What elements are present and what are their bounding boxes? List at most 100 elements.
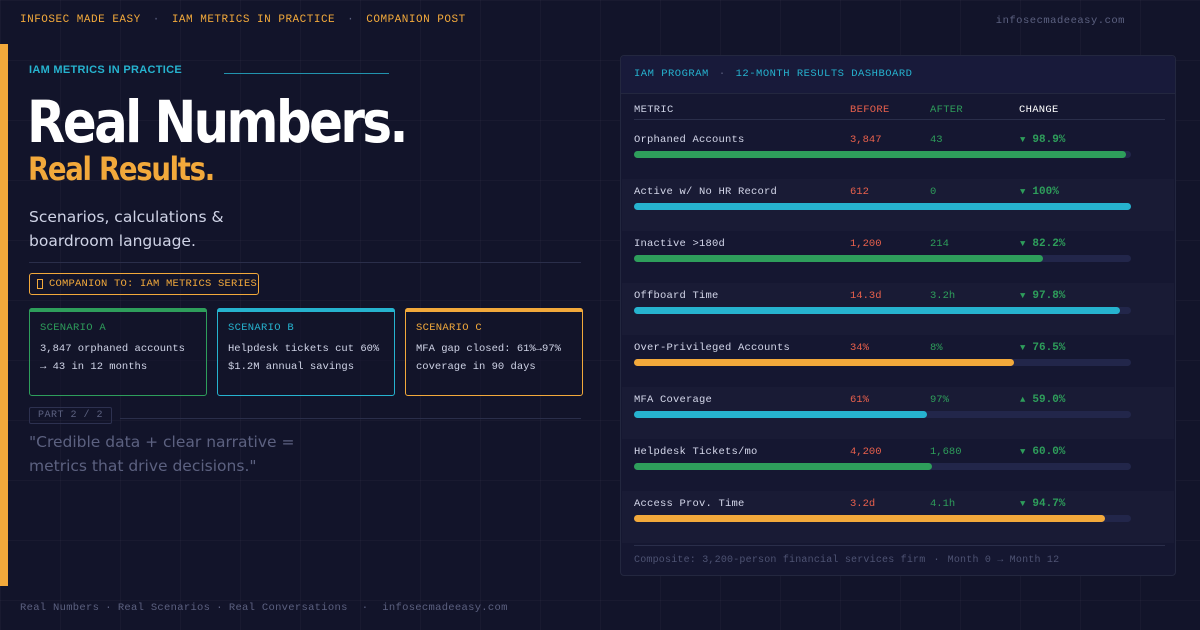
- footer-site-link[interactable]: infosecmadeeasy.com: [382, 602, 508, 614]
- scenario-card-b: SCENARIO B Helpdesk tickets cut 60% $1.2…: [217, 308, 395, 396]
- scenario-label: SCENARIO B: [228, 322, 295, 334]
- dashboard-title-main: IAM PROGRAM: [634, 68, 709, 80]
- metric-name: Access Prov. Time: [634, 498, 745, 510]
- metric-before: 1,200: [850, 238, 882, 250]
- subtitle-line: Scenarios, calculations &: [29, 208, 224, 226]
- metric-after: 8%: [930, 342, 943, 354]
- metric-after: 4.1h: [930, 498, 956, 510]
- card-accent: [29, 308, 207, 312]
- metric-row: Access Prov. Time 3.2d 4.1h ▼ 94.7%: [622, 491, 1174, 543]
- breadcrumb: INFOSEC MADE EASY · IAM METRICS IN PRACTIC…: [20, 14, 466, 26]
- companion-label: COMPANION TO: IAM METRICS SERIES: [49, 278, 258, 290]
- progress-fill: [634, 203, 1131, 210]
- breadcrumb-item: INFOSEC MADE EASY: [20, 14, 141, 26]
- companion-badge[interactable]: COMPANION TO: IAM METRICS SERIES: [29, 273, 259, 295]
- dashboard-title-sub: 12-MONTH RESULTS DASHBOARD: [735, 68, 913, 80]
- breadcrumb-separator: ·: [347, 14, 355, 26]
- metric-after: 0: [930, 186, 937, 198]
- metric-after: 1,680: [930, 446, 962, 458]
- column-header-after: AFTER: [930, 104, 964, 116]
- progress-track: [634, 515, 1131, 522]
- top-bar: INFOSEC MADE EASY · IAM METRICS IN PRACTIC…: [0, 0, 1200, 44]
- card-accent: [405, 308, 583, 312]
- eyebrow-label: IAM METRICS IN PRACTICE: [29, 64, 182, 76]
- metric-row: Active w/ No HR Record 612 0 ▼ 100%: [622, 179, 1174, 231]
- subtitle-line: boardroom language.: [29, 232, 196, 250]
- arrow-down-icon: ▼: [1020, 499, 1026, 509]
- divider: [120, 418, 581, 419]
- metric-name: Helpdesk Tickets/mo: [634, 446, 758, 458]
- dashboard-header: IAM PROGRAM · 12-MONTH RESULTS DASHBOARD: [621, 56, 1175, 94]
- metric-name: MFA Coverage: [634, 394, 713, 406]
- metric-before: 61%: [850, 394, 869, 406]
- progress-track: [634, 463, 1131, 470]
- bookmark-icon: [37, 279, 43, 289]
- footnote-text: Month 0 → Month 12: [947, 555, 1060, 566]
- metric-change: ▼ 76.5%: [1020, 342, 1065, 354]
- dashboard-title: IAM PROGRAM · 12-MONTH RESULTS DASHBOARD: [634, 68, 912, 80]
- progress-fill: [634, 307, 1121, 314]
- breadcrumb-item: COMPANION POST: [366, 14, 466, 26]
- metric-name: Over-Privileged Accounts: [634, 342, 791, 354]
- progress-track: [634, 411, 1131, 418]
- progress-fill: [634, 151, 1126, 158]
- arrow-down-icon: ▼: [1020, 343, 1026, 353]
- arrow-down-icon: ▼: [1020, 187, 1026, 197]
- metric-change: ▼ 98.9%: [1020, 134, 1065, 146]
- metric-row: Over-Privileged Accounts 34% 8% ▼ 76.5%: [622, 335, 1174, 387]
- metric-change: ▼ 60.0%: [1020, 446, 1065, 458]
- metric-name: Orphaned Accounts: [634, 134, 745, 146]
- header-divider: [634, 119, 1165, 120]
- metric-row: Orphaned Accounts 3,847 43 ▼ 98.9%: [622, 127, 1174, 179]
- progress-fill: [634, 515, 1105, 522]
- metric-change: ▼ 82.2%: [1020, 238, 1065, 250]
- metric-row: Inactive >180d 1,200 214 ▼ 82.2%: [622, 231, 1174, 283]
- change-value: 59.0%: [1032, 394, 1066, 406]
- metric-name: Offboard Time: [634, 290, 719, 302]
- bottom-bar: Real Numbers · Real Scenarios · Real Convers…: [20, 602, 508, 614]
- change-value: 94.7%: [1032, 498, 1066, 510]
- quote-line: "Credible data + clear narrative =: [29, 433, 295, 451]
- column-header-before: BEFORE: [850, 104, 890, 116]
- progress-fill: [634, 359, 1015, 366]
- scenario-card-c: SCENARIO C MFA gap closed: 61%→97% cover…: [405, 308, 583, 396]
- change-value: 98.9%: [1032, 134, 1066, 146]
- part-badge: PART 2 / 2: [29, 407, 113, 424]
- arrow-up-icon: ▲: [1020, 395, 1026, 405]
- site-link[interactable]: infosecmadeeasy.com: [995, 15, 1125, 27]
- tagline-item: Real Conversations: [228, 602, 348, 614]
- metric-before: 14.3d: [850, 290, 882, 302]
- progress-fill: [634, 463, 933, 470]
- tagline-separator: ·: [361, 602, 369, 614]
- metric-row: MFA Coverage 61% 97% ▲ 59.0%: [622, 387, 1174, 439]
- metric-before: 34%: [850, 342, 869, 354]
- scenario-text: → 43 in 12 months: [40, 361, 148, 373]
- eyebrow-divider: [224, 73, 389, 74]
- page-title: Real Numbers.: [27, 88, 408, 156]
- breadcrumb-separator: ·: [152, 14, 160, 26]
- metric-before: 4,200: [850, 446, 882, 458]
- progress-track: [634, 359, 1131, 366]
- results-dashboard: IAM PROGRAM · 12-MONTH RESULTS DASHBOARD M…: [620, 55, 1176, 576]
- metric-row: Helpdesk Tickets/mo 4,200 1,680 ▼ 60.0%: [622, 439, 1174, 491]
- metric-name: Active w/ No HR Record: [634, 186, 778, 198]
- scenario-label: SCENARIO A: [40, 322, 107, 334]
- scenario-text: coverage in 90 days: [416, 361, 536, 373]
- arrow-down-icon: ▼: [1020, 291, 1026, 301]
- scenario-text: 3,847 orphaned accounts: [40, 343, 185, 355]
- progress-track: [634, 255, 1131, 262]
- footer-divider: [634, 545, 1165, 546]
- arrow-down-icon: ▼: [1020, 447, 1026, 457]
- change-value: 97.8%: [1032, 290, 1066, 302]
- page-subtitle: Scenarios, calculations & boardroom lang…: [29, 205, 224, 253]
- column-header-metric: METRIC: [634, 104, 674, 116]
- title-separator: ·: [718, 68, 726, 80]
- change-value: 60.0%: [1032, 446, 1066, 458]
- metric-after: 43: [930, 134, 943, 146]
- progress-track: [634, 203, 1131, 210]
- metric-before: 3,847: [850, 134, 882, 146]
- progress-track: [634, 307, 1131, 314]
- column-header-change: CHANGE: [1019, 104, 1059, 116]
- tagline-item: Real Numbers: [20, 602, 100, 614]
- scenario-label: SCENARIO C: [416, 322, 483, 334]
